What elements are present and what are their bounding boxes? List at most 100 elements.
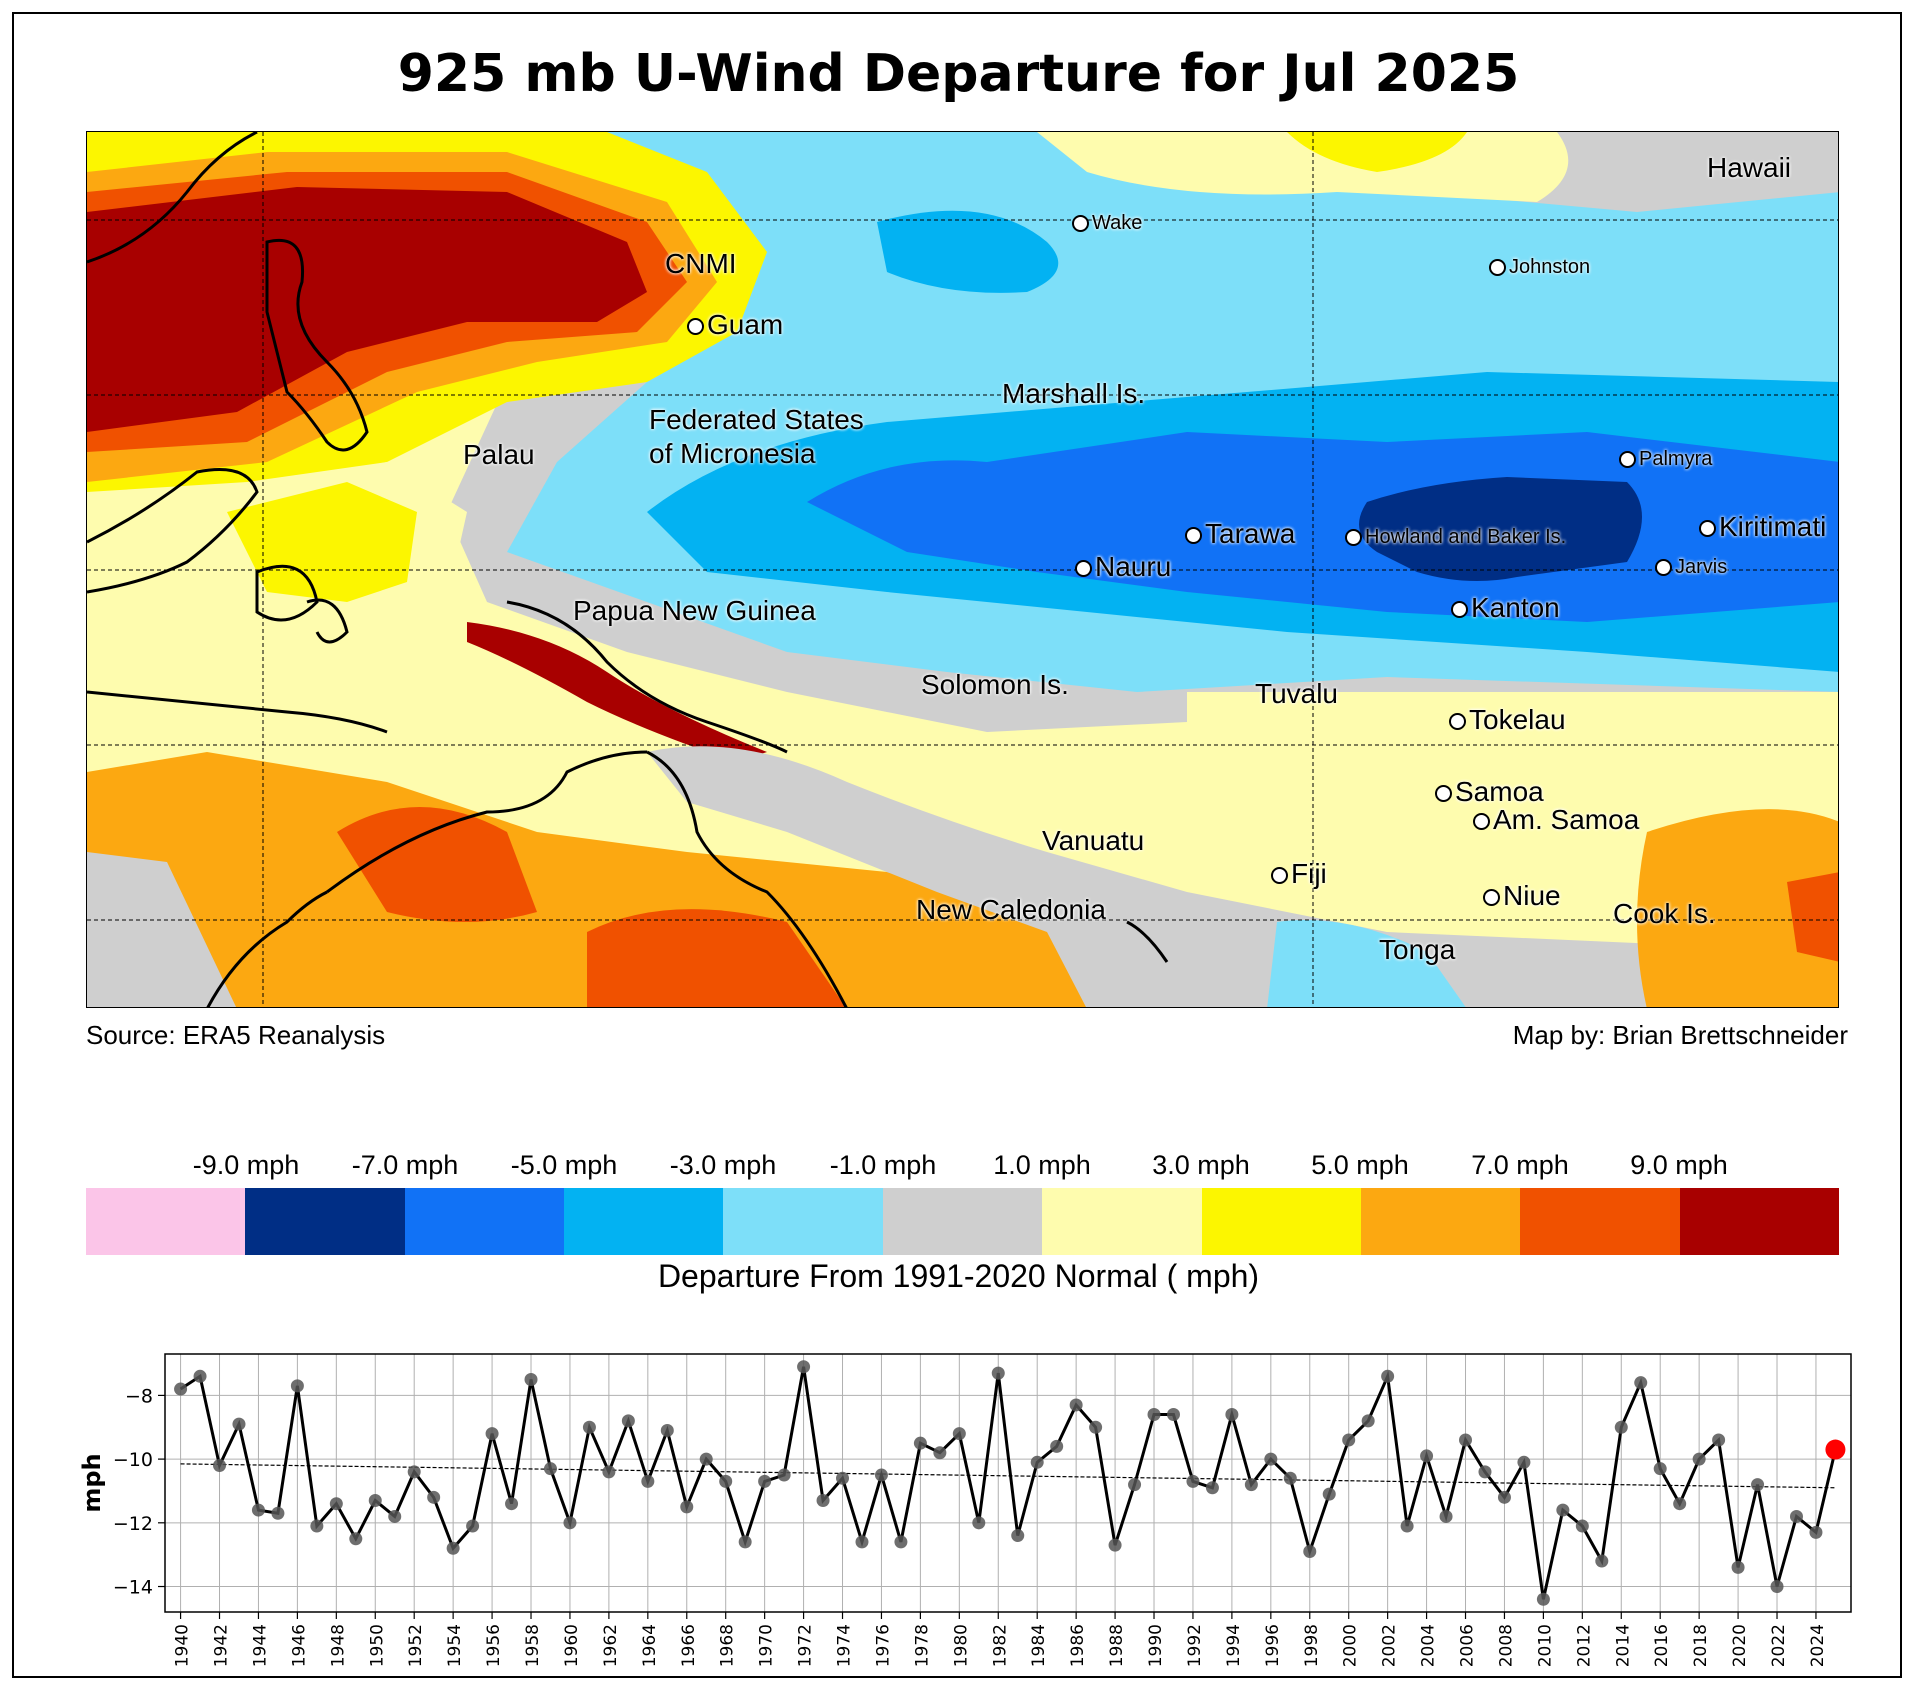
x-tick-label: 2006 — [1458, 1624, 1478, 1667]
label-nauru: Nauru — [1075, 551, 1171, 583]
map-canvas — [87, 132, 1838, 1007]
source-note: Source: ERA5 Reanalysis — [86, 1020, 386, 1050]
x-tick-label: 1990 — [1146, 1624, 1166, 1667]
legend-swatch-4 — [723, 1188, 883, 1255]
map-field-lightblue-tonga — [1267, 920, 1466, 1007]
data-point — [1653, 1462, 1667, 1476]
data-point — [446, 1541, 460, 1555]
data-point — [660, 1423, 674, 1437]
legend-tick-9: 9.0 mph — [1630, 1150, 1728, 1180]
label-tokelau: Tokelau — [1449, 704, 1566, 736]
x-tick-label: 1946 — [289, 1624, 309, 1667]
legend-swatch-6 — [1042, 1188, 1202, 1255]
marker-tarawa — [1185, 527, 1202, 545]
legend-swatch-5 — [882, 1188, 1043, 1255]
data-point — [310, 1519, 324, 1533]
legend-tick-6: 3.0 mph — [1152, 1150, 1250, 1180]
data-point — [193, 1369, 207, 1383]
map-field-darkred-png — [467, 622, 767, 762]
label-guam-text: Guam — [707, 309, 784, 340]
map-field-orange-south — [87, 752, 1087, 1007]
legend-tick-8: 7.0 mph — [1471, 1150, 1569, 1180]
data-point — [855, 1535, 869, 1549]
credit-note: Map by: Brian Brettschneider — [1512, 1020, 1848, 1050]
x-tick-label: 1986 — [1068, 1624, 1088, 1667]
label-kiritimati: Kiritimati — [1699, 511, 1826, 543]
data-point — [582, 1420, 596, 1434]
label-palmyra: Palmyra — [1619, 448, 1712, 471]
data-point — [1342, 1433, 1356, 1447]
label-fsm-line1: Federated States — [649, 404, 864, 435]
data-point — [290, 1379, 304, 1393]
marker-howland — [1345, 529, 1362, 547]
plot-area-frame — [164, 1353, 1852, 1613]
legend-swatch-0 — [86, 1188, 246, 1255]
map-field-yellow-north — [1287, 132, 1467, 172]
legend-tick-5: 1.0 mph — [993, 1150, 1091, 1180]
label-howland: Howland and Baker Is. — [1345, 526, 1566, 549]
data-point — [836, 1471, 850, 1485]
data-point — [1420, 1449, 1434, 1463]
map-field-redorange-australia — [337, 807, 537, 922]
data-point — [1673, 1497, 1687, 1511]
x-tick-label: 1988 — [1107, 1624, 1127, 1667]
x-tick-label: 1982 — [990, 1624, 1010, 1667]
x-tick-label: 1954 — [445, 1624, 465, 1667]
map-coastlines — [87, 132, 1169, 1007]
data-point — [1614, 1420, 1628, 1434]
y-tick-label: −12 — [113, 1513, 153, 1535]
data-point — [933, 1446, 947, 1460]
data-point — [680, 1500, 694, 1514]
data-point — [894, 1535, 908, 1549]
label-am-samoa-text: Am. Samoa — [1493, 804, 1640, 835]
label-jarvis: Jarvis — [1655, 556, 1727, 579]
data-point — [1225, 1408, 1239, 1422]
data-point — [1517, 1455, 1531, 1469]
marker-nauru — [1075, 560, 1092, 578]
data-point — [1809, 1525, 1823, 1539]
marker-kiritimati — [1699, 520, 1716, 538]
x-tick-label: 1970 — [757, 1624, 777, 1667]
data-point — [777, 1468, 791, 1482]
data-point — [1030, 1455, 1044, 1469]
x-tick-label: 2004 — [1419, 1624, 1439, 1667]
label-solomon: Solomon Is. — [921, 669, 1069, 700]
map-field-yellow-mc — [227, 482, 417, 602]
map-gridlines — [87, 132, 1838, 1007]
label-palmyra-text: Palmyra — [1639, 448, 1713, 470]
data-point — [621, 1414, 635, 1428]
map-label-layer: Hawaii Wake Johnston CNMI Guam Marshall … — [87, 132, 1838, 1007]
x-tick-label: 1952 — [406, 1624, 426, 1667]
label-marshall: Marshall Is. — [1002, 378, 1146, 409]
data-point — [1575, 1519, 1589, 1533]
x-tick-label: 1978 — [912, 1624, 932, 1667]
data-point — [174, 1382, 188, 1396]
data-point — [466, 1519, 480, 1533]
label-png: Papua New Guinea — [573, 595, 816, 626]
label-cnmi: CNMI — [665, 248, 737, 279]
page-title: 925 mb U-Wind Departure for Jul 2025 — [397, 44, 1520, 104]
x-tick-label: 1958 — [523, 1624, 543, 1667]
data-point — [1011, 1529, 1025, 1543]
label-palau: Palau — [463, 439, 535, 470]
x-tick-label: 1944 — [250, 1624, 270, 1667]
series-line — [179, 1366, 1837, 1600]
data-point — [874, 1468, 888, 1482]
label-new-caledonia: New Caledonia — [916, 894, 1106, 925]
marker-tokelau — [1449, 713, 1466, 731]
label-samoa: Samoa — [1435, 776, 1544, 808]
x-tick-label: 1966 — [679, 1624, 699, 1667]
marker-wake — [1072, 215, 1089, 233]
data-point — [1439, 1509, 1453, 1523]
wind-departure-map: Hawaii Wake Johnston CNMI Guam Marshall … — [86, 131, 1839, 1008]
marker-samoa — [1435, 785, 1452, 803]
data-point — [1147, 1408, 1161, 1422]
legend-tick-1: -7.0 mph — [351, 1150, 459, 1180]
data-point — [913, 1436, 927, 1450]
label-vanuatu: Vanuatu — [1042, 825, 1145, 856]
map-field-lightyellow-samoa — [1187, 692, 1838, 832]
data-point — [1634, 1376, 1648, 1390]
timeseries-ticks: 1940 1942 1944 1946 1948 1950 1952 1954 1956 1958… — [113, 1385, 1828, 1667]
x-tick-label: 1992 — [1185, 1624, 1205, 1667]
data-point — [213, 1458, 227, 1472]
